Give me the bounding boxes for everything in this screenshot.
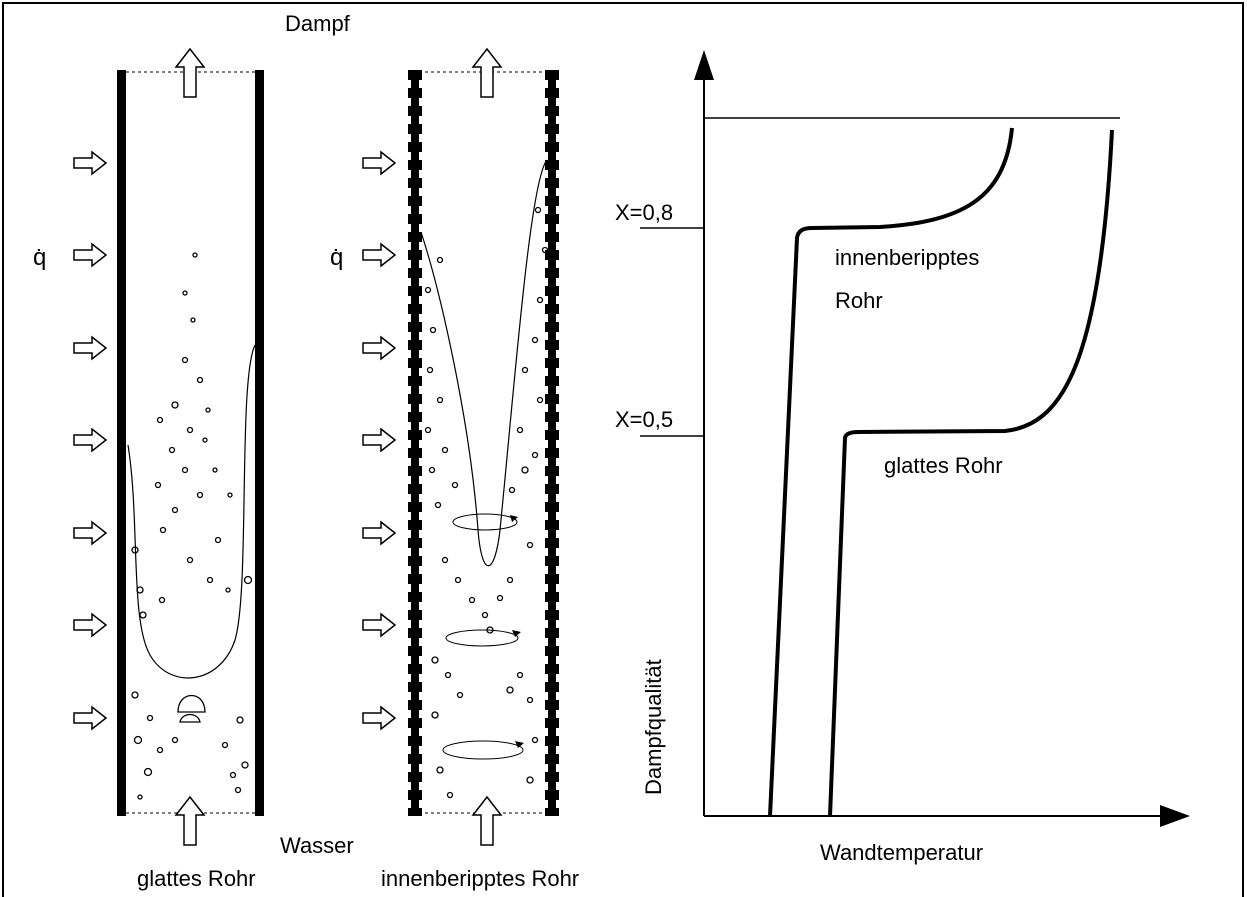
curve-label: glattes Rohr	[884, 453, 1003, 478]
curve-label: innenberipptes	[835, 245, 979, 270]
level-label: X=0,5	[615, 407, 673, 432]
level-label: X=0,8	[615, 200, 673, 225]
ribbed-tube-drawing	[362, 48, 559, 846]
y-axis-label: Dampfqualität	[641, 659, 666, 795]
heat-flux-label: q̇	[33, 244, 46, 271]
smooth-tube-drawing	[73, 48, 264, 846]
smooth-tube-label: glattes Rohr	[137, 866, 256, 891]
curve-label: Rohr	[835, 288, 883, 313]
ribbed-tube-label: innenberipptes Rohr	[381, 866, 579, 891]
steam-label: Dampf	[285, 11, 351, 36]
water-label: Wasser	[280, 833, 354, 858]
heat-flux-label: q̇	[330, 244, 343, 271]
graph	[640, 50, 1190, 827]
labels: Dampf Wasser q̇ q̇ glattes Rohr innenber…	[33, 11, 1003, 891]
x-axis-label: Wandtemperatur	[820, 840, 983, 865]
